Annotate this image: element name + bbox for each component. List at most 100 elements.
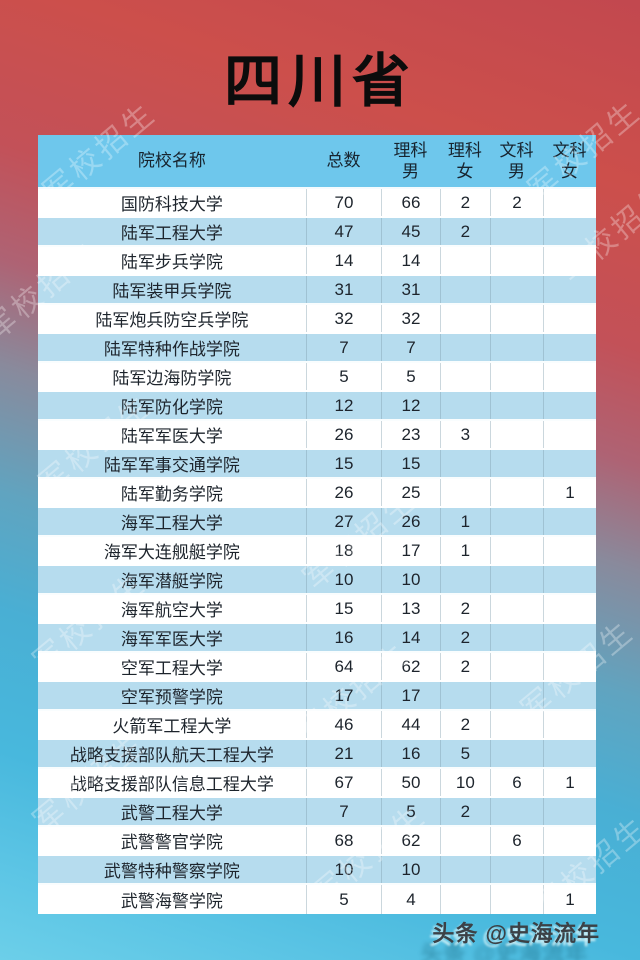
- table-row: 陆军步兵学院 14 14: [38, 247, 596, 276]
- table-row: 海军航空大学 15 13 2: [38, 595, 596, 624]
- school-name-cell: 空军预警学院: [120, 688, 223, 707]
- table-row: 国防科技大学 70 66 2 2: [38, 189, 596, 218]
- count-cell: [542, 566, 596, 593]
- count-cell: 1: [439, 537, 490, 564]
- count-cell: 15: [305, 595, 381, 622]
- count-cell: 62: [381, 827, 440, 854]
- count-cell: [489, 508, 543, 535]
- count-cell: 26: [305, 479, 381, 506]
- count-cell: [489, 740, 543, 767]
- school-name-cell: 陆军装甲兵学院: [112, 282, 232, 301]
- count-cell: [439, 276, 490, 303]
- count-cell: [542, 363, 596, 390]
- count-cell: [489, 392, 543, 419]
- count-cell: 7: [381, 334, 440, 361]
- count-cell: 12: [305, 392, 381, 419]
- table-row: 火箭军工程大学 46 44 2: [38, 711, 596, 740]
- count-cell: 45: [381, 218, 440, 245]
- count-cell: 23: [381, 421, 440, 448]
- column-header-name: 院校名称: [137, 151, 206, 171]
- school-name-cell: 武警警官学院: [120, 833, 223, 852]
- school-name-cell: 陆军炮兵防空兵学院: [95, 311, 249, 330]
- count-cell: 44: [381, 711, 440, 738]
- school-name-cell: 海军潜艇学院: [120, 572, 223, 591]
- page-title: 四川省: [223, 49, 416, 114]
- count-cell: 7: [305, 334, 381, 361]
- count-cell: [542, 334, 596, 361]
- count-cell: [489, 363, 543, 390]
- school-name-cell: 海军大连舰艇学院: [103, 543, 240, 562]
- count-cell: 3: [439, 421, 490, 448]
- count-cell: 12: [381, 392, 440, 419]
- count-cell: 6: [489, 827, 543, 854]
- count-cell: [489, 798, 543, 825]
- count-cell: 66: [381, 189, 440, 216]
- count-cell: 5: [305, 363, 381, 390]
- school-name-cell: 陆军军事交通学院: [103, 456, 240, 475]
- count-cell: [489, 711, 543, 738]
- column-header-sci_female: 理科女: [447, 140, 482, 181]
- count-cell: 31: [381, 276, 440, 303]
- count-cell: [542, 624, 596, 651]
- school-name-cell: 海军军医大学: [120, 630, 223, 649]
- count-cell: 17: [381, 537, 440, 564]
- school-name-cell: 陆军工程大学: [120, 224, 223, 243]
- table-row: 陆军特种作战学院 7 7: [38, 334, 596, 363]
- count-cell: [542, 450, 596, 477]
- count-cell: [489, 218, 543, 245]
- count-cell: 14: [381, 247, 440, 274]
- school-name-cell: 陆军边海防学院: [112, 369, 232, 388]
- count-cell: [542, 247, 596, 274]
- count-cell: 7: [305, 798, 381, 825]
- count-cell: 47: [305, 218, 381, 245]
- count-cell: [489, 334, 543, 361]
- table-row: 武警海警学院 5 4 1: [38, 885, 596, 914]
- table-row: 海军潜艇学院 10 10: [38, 566, 596, 595]
- column-header-total: 总数: [326, 151, 361, 171]
- table-row: 武警工程大学 7 5 2: [38, 798, 596, 827]
- count-cell: [439, 682, 490, 709]
- table-row: 武警特种警察学院 10 10: [38, 856, 596, 885]
- school-name-cell: 国防科技大学: [120, 195, 223, 214]
- column-header-sci_male: 理科男: [393, 140, 428, 181]
- count-cell: [542, 276, 596, 303]
- count-cell: [439, 392, 490, 419]
- count-cell: [489, 537, 543, 564]
- table-header-row: 院校名称 总数 理科男理科女文科男文科女: [38, 135, 596, 189]
- count-cell: [542, 189, 596, 216]
- table-row: 武警警官学院 68 62 6: [38, 827, 596, 856]
- school-name-cell: 武警海警学院: [120, 892, 223, 911]
- count-cell: 1: [542, 479, 596, 506]
- credit-watermark: 头条 @史海流年: [432, 921, 600, 946]
- table-body: 国防科技大学 70 66 2 2 陆军工程大学 47 45 2 陆军步兵学院 14 14 陆军装甲兵学院…: [38, 189, 596, 914]
- credit-area: 头条 @史海流年 头条 @史海流年: [420, 916, 600, 960]
- count-cell: [489, 682, 543, 709]
- count-cell: 62: [381, 653, 440, 680]
- count-cell: 17: [381, 682, 440, 709]
- count-cell: 14: [381, 624, 440, 651]
- count-cell: [542, 421, 596, 448]
- count-cell: [439, 363, 490, 390]
- credit-shadow: 头条 @史海流年: [420, 941, 588, 960]
- table-row: 陆军工程大学 47 45 2: [38, 218, 596, 247]
- column-header-art_female: 文科女: [552, 140, 587, 181]
- count-cell: 25: [381, 479, 440, 506]
- school-name-cell: 陆军军医大学: [120, 427, 223, 446]
- count-cell: 6: [489, 769, 543, 796]
- count-cell: [542, 595, 596, 622]
- count-cell: 10: [305, 566, 381, 593]
- count-cell: [439, 479, 490, 506]
- count-cell: 2: [439, 711, 490, 738]
- admissions-table: 院校名称 总数 理科男理科女文科男文科女 国防科技大学 70 66 2 2 陆军工程大学 47 4…: [38, 135, 596, 914]
- school-name-cell: 海军航空大学: [120, 601, 223, 620]
- count-cell: 27: [305, 508, 381, 535]
- count-cell: [439, 305, 490, 332]
- count-cell: 2: [439, 218, 490, 245]
- count-cell: [439, 856, 490, 883]
- school-name-cell: 武警特种警察学院: [103, 862, 240, 881]
- count-cell: 2: [439, 595, 490, 622]
- count-cell: [489, 276, 543, 303]
- count-cell: 2: [489, 189, 543, 216]
- count-cell: 5: [305, 885, 381, 914]
- count-cell: [542, 682, 596, 709]
